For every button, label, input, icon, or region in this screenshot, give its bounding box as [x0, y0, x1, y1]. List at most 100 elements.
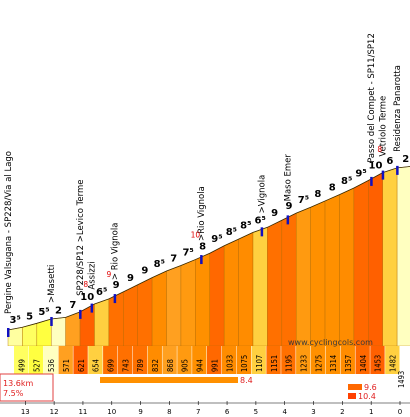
place-marker	[370, 176, 373, 186]
altitude-cell	[266, 346, 281, 374]
profile-segment	[65, 311, 81, 347]
profile-segment	[166, 265, 182, 347]
distance-label: 13.6km	[3, 379, 33, 388]
km-tick-label: 8	[167, 408, 171, 416]
altitude-value: 536	[47, 359, 56, 372]
altitude-cell	[236, 346, 252, 374]
place-label-group: Pergine Valsugana - SP228/Via al Lago >Ma…	[4, 33, 403, 337]
gradient-label: 9	[286, 201, 293, 212]
gradient-label: 9	[271, 208, 278, 219]
profile-segment	[7, 327, 23, 347]
stats-area: 13.6km 7.5% 8.4 9.610.4	[0, 373, 377, 402]
gradient-label: 8	[329, 183, 336, 194]
altitude-value: 1107	[255, 355, 264, 372]
place-marker	[286, 215, 290, 225]
gradient-label: 6⁵	[96, 287, 107, 298]
altitude-value: 905	[181, 359, 190, 372]
profile-segment	[382, 167, 398, 347]
km-tick-label: 13	[21, 408, 30, 416]
profile-segment	[180, 259, 196, 347]
altitude-value: 1275	[314, 355, 323, 372]
altitude-value: 1195	[285, 355, 294, 372]
gradient-label: 9⁵	[211, 234, 222, 245]
km-tick-label: 11	[78, 408, 87, 416]
profile-segment	[209, 245, 225, 347]
altitude-table: 499 527 536 571 621 654 699 743 789 832 868 905 944 9…	[0, 346, 410, 390]
profile-segment	[137, 277, 153, 347]
altitude-value: 654	[92, 359, 101, 372]
gradient-label: 3⁵	[10, 315, 21, 326]
gradient-label: 8	[314, 189, 321, 200]
profile-segment	[94, 298, 110, 347]
place-marker	[200, 255, 203, 265]
place-label: Vetriolo Terme	[379, 96, 389, 157]
gradient-label: 6	[386, 156, 393, 167]
place-marker	[79, 309, 82, 319]
km-tick-label: 4	[282, 408, 287, 416]
altitude-cell	[251, 346, 266, 374]
gradient-label: 9	[141, 266, 148, 277]
stat-bar	[100, 377, 238, 383]
gradient-label: 6⁵	[255, 215, 266, 226]
altitude-cell	[73, 346, 88, 374]
km-tick-label: 7	[196, 408, 200, 416]
place-label: > Rio Vignola	[111, 223, 121, 281]
stat-bars: 8.4 9.610.4	[100, 376, 377, 401]
profile-fill-group	[7, 166, 410, 347]
km-tick-label: 6	[225, 408, 230, 416]
max-gradient-label: 10	[191, 231, 201, 240]
gradient-label: 2	[55, 305, 62, 316]
km-tick-label: 5	[254, 408, 258, 416]
altitude-cells: 499 527 536 571 621 654 699 743 789 832 868 905 944 9…	[14, 346, 400, 374]
altitude-cell	[355, 346, 370, 374]
gradient-label: 8⁵	[341, 176, 352, 187]
gradient-label: 9⁵	[355, 168, 366, 179]
place-marker	[7, 328, 10, 337]
gradient-label: 7⁵	[298, 195, 309, 206]
stats-box	[0, 373, 54, 402]
gradient-label: 7	[69, 300, 76, 311]
place-label: Pergine Valsugana - SP228/Via al Lago	[4, 151, 14, 314]
altitude-cell	[132, 346, 148, 374]
km-tick-label: 1	[369, 408, 373, 416]
altitude-cell	[103, 346, 118, 374]
place-label: Passo del Compet - SP11/SP12	[367, 33, 377, 163]
place-label: Residenza Panarotta	[393, 65, 403, 152]
altitude-value: 991	[210, 359, 219, 372]
altitude-cell	[28, 346, 44, 374]
altitude-value: 1314	[329, 355, 338, 372]
altitude-value: 1453	[374, 355, 383, 372]
gradient-label: 8⁵	[154, 259, 165, 270]
gradient-label: 5⁵	[38, 307, 49, 318]
profile-segment	[267, 219, 283, 347]
profile-segment	[310, 200, 326, 347]
altitude-cell	[14, 346, 29, 374]
altitude-cell	[147, 346, 162, 374]
website-credit: www.cyclingcols.com	[288, 338, 373, 347]
place-label: Maso Emer	[284, 154, 294, 202]
altitude-value: 1233	[300, 355, 309, 372]
gradient-label: 10	[369, 161, 383, 172]
place-marker	[50, 316, 53, 326]
gradient-label: 5	[26, 311, 33, 322]
km-tick-label: 12	[50, 408, 59, 416]
place-marker	[381, 170, 385, 180]
stat-bar-label: 8.4	[240, 376, 253, 385]
max-gradient-label: 9	[106, 270, 111, 279]
end-altitude: 1493	[397, 371, 406, 388]
gradient-label: 8⁵	[226, 227, 237, 238]
stat-bar-label: 9.6	[364, 383, 377, 392]
place-label: Assizzi	[88, 261, 98, 289]
place-label: SP228/SP12 >Levico Terme	[76, 180, 86, 296]
altitude-value: 527	[32, 359, 41, 372]
altitude-value: 868	[166, 359, 175, 372]
altitude-cell	[281, 346, 296, 374]
gradient-label: 2	[402, 154, 409, 165]
altitude-value: 499	[17, 359, 26, 372]
gradient-label: 8⁵	[240, 220, 251, 231]
altitude-value: 1151	[270, 355, 279, 372]
altitude-value: 1075	[240, 355, 249, 372]
gradient-label: 7	[170, 253, 177, 264]
altitude-value: 944	[196, 359, 205, 372]
